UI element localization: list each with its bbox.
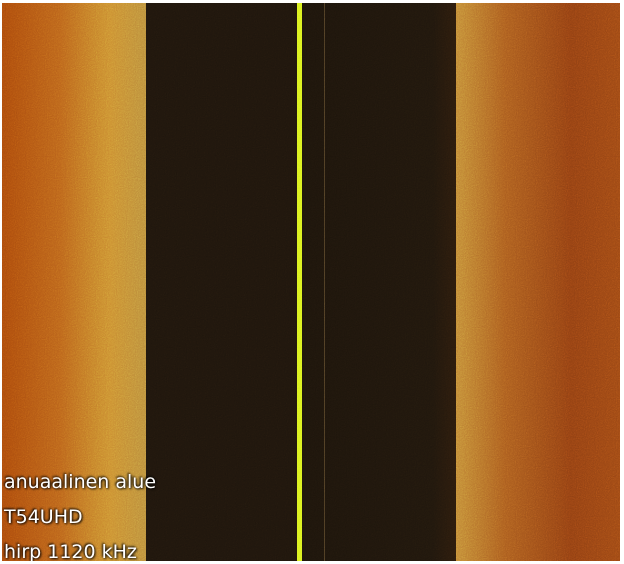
info-overlay: anuaalinen alue T54UHD hirp 1120 kHz: [4, 465, 156, 561]
sonar-screen: anuaalinen alue T54UHD hirp 1120 kHz: [2, 3, 620, 561]
frequency-label: hirp 1120 kHz: [4, 535, 156, 561]
mode-label: anuaalinen alue: [4, 465, 156, 500]
device-label: T54UHD: [4, 500, 156, 535]
